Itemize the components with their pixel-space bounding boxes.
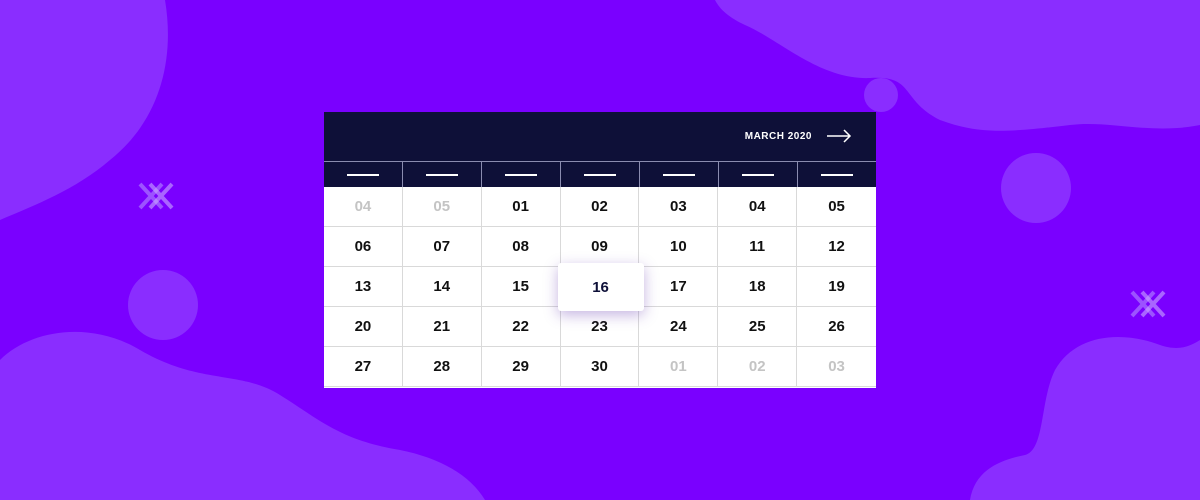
day-cell[interactable]: 30 (560, 347, 640, 387)
weekday-header-cell (718, 162, 797, 187)
blob-bottom-left (0, 331, 485, 500)
day-cell[interactable]: 03 (639, 187, 719, 227)
weekday-header-cell (324, 162, 402, 187)
day-cell[interactable]: 27 (324, 347, 403, 387)
day-cell[interactable]: 18 (718, 267, 798, 307)
day-cell[interactable]: 25 (718, 307, 798, 347)
day-cell-other-month[interactable]: 03 (797, 347, 876, 387)
day-cell[interactable]: 29 (481, 347, 561, 387)
cross-decoration-icon (138, 182, 174, 210)
day-cell[interactable]: 21 (402, 307, 482, 347)
weekday-label-placeholder (505, 173, 537, 176)
day-cell[interactable]: 10 (639, 227, 719, 267)
weekday-label-placeholder (347, 173, 379, 176)
blob-top-left (0, 0, 168, 220)
day-cell[interactable]: 20 (324, 307, 403, 347)
weekday-label-placeholder (742, 173, 774, 176)
day-cell[interactable]: 09 (560, 227, 640, 267)
arrow-right-icon[interactable] (826, 128, 852, 144)
weekday-header-cell (481, 162, 560, 187)
day-cell[interactable]: 08 (481, 227, 561, 267)
day-cell-other-month[interactable]: 05 (402, 187, 482, 227)
weekday-label-placeholder (584, 173, 616, 176)
weekday-header-cell (639, 162, 718, 187)
day-cell[interactable]: 15 (481, 267, 561, 307)
day-cell[interactable]: 04 (718, 187, 798, 227)
day-cell[interactable]: 23 (560, 307, 640, 347)
weekday-label-placeholder (821, 173, 853, 176)
blob-top-right (715, 0, 1200, 131)
month-label: MARCH 2020 (744, 131, 812, 142)
day-cell[interactable]: 01 (481, 187, 561, 227)
day-cell-selected[interactable]: 16 (557, 263, 644, 311)
day-cell[interactable]: 14 (402, 267, 482, 307)
blob-bottom-right (970, 337, 1200, 500)
circle-left (128, 270, 198, 340)
circle-top-right-small (864, 78, 898, 112)
day-cell-other-month[interactable]: 01 (639, 347, 719, 387)
day-cell[interactable]: 07 (402, 227, 482, 267)
day-cell[interactable]: 02 (560, 187, 640, 227)
day-cell-other-month[interactable]: 04 (324, 187, 403, 227)
day-cell[interactable]: 05 (797, 187, 876, 227)
weekday-header-cell (797, 162, 876, 187)
calendar-widget: MARCH 2020 04 05 01 02 03 04 05 06 07 08 09 10 11 12 1… (324, 112, 876, 388)
day-cell-other-month[interactable]: 02 (718, 347, 798, 387)
weekday-header-row (324, 161, 876, 187)
day-cell[interactable]: 22 (481, 307, 561, 347)
weekday-header-cell (402, 162, 481, 187)
weekday-label-placeholder (426, 173, 458, 176)
day-cell[interactable]: 17 (639, 267, 719, 307)
cross-decoration-icon (1130, 290, 1166, 318)
day-cell[interactable]: 26 (797, 307, 876, 347)
day-cell[interactable]: 19 (797, 267, 876, 307)
day-cell[interactable]: 24 (639, 307, 719, 347)
day-cell[interactable]: 12 (797, 227, 876, 267)
circle-right (1001, 153, 1071, 223)
day-cell[interactable]: 06 (324, 227, 403, 267)
weekday-label-placeholder (663, 173, 695, 176)
day-cell[interactable]: 13 (324, 267, 403, 307)
day-cell[interactable]: 28 (402, 347, 482, 387)
day-cell[interactable]: 11 (718, 227, 798, 267)
calendar-header: MARCH 2020 (324, 112, 876, 161)
weekday-header-cell (560, 162, 639, 187)
calendar-day-grid: 04 05 01 02 03 04 05 06 07 08 09 10 11 12 13 14 15 16 17 18… (324, 187, 876, 387)
selected-day-label: 16 (557, 263, 644, 311)
